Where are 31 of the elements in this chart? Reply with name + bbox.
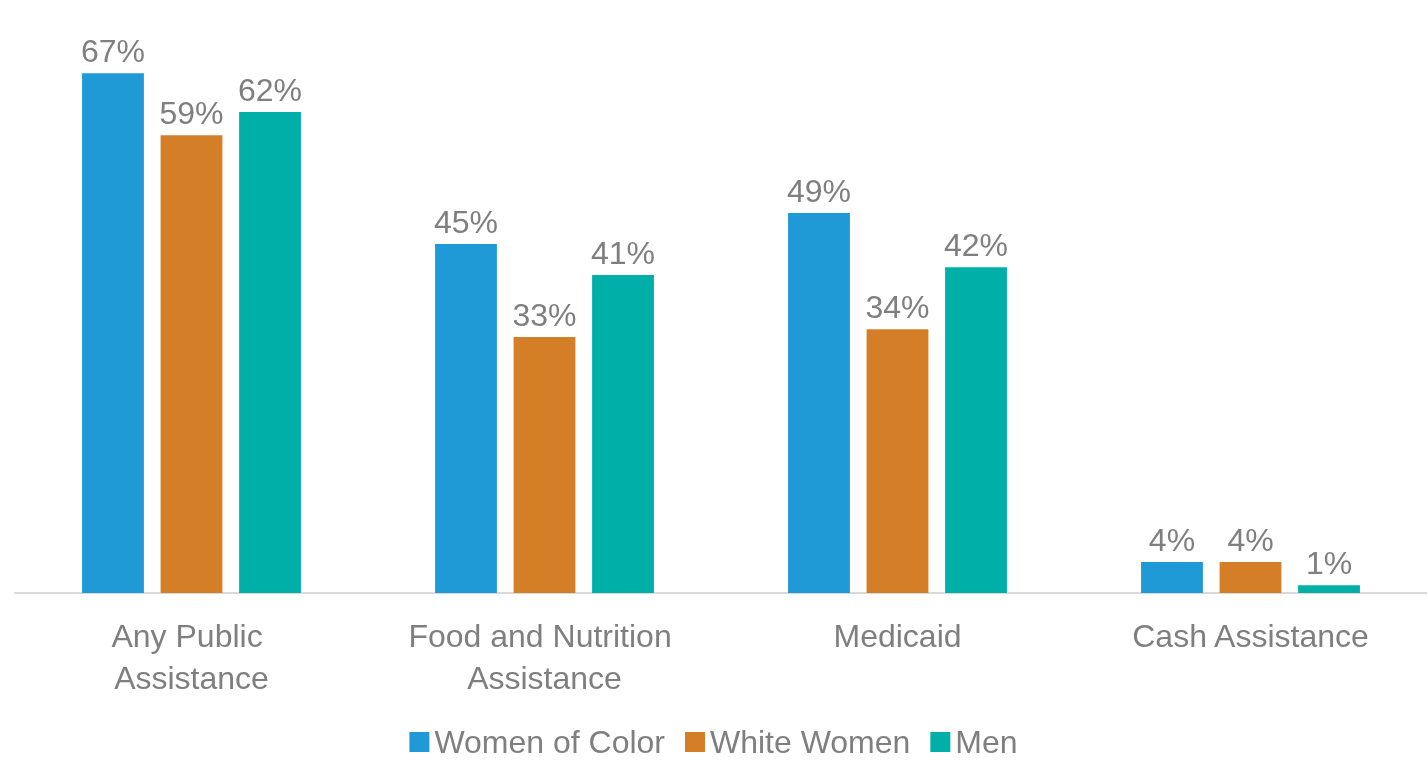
data-label: 33% <box>512 297 577 334</box>
x-tick-label: Food and Nutrition Assistance <box>408 618 681 696</box>
x-tick-label: Any Public Assistance <box>111 618 272 696</box>
bar <box>160 135 223 593</box>
bar <box>592 274 654 593</box>
bar <box>1219 561 1282 593</box>
data-label: 41% <box>590 234 656 271</box>
bar <box>1141 561 1203 593</box>
bar <box>945 267 1007 593</box>
data-label: 4% <box>1148 521 1196 558</box>
bar <box>239 112 301 593</box>
data-label: 1% <box>1305 545 1353 582</box>
bar <box>435 243 497 593</box>
data-label: 45% <box>433 203 499 240</box>
data-label: 59% <box>159 95 224 132</box>
bar <box>82 73 144 593</box>
bar <box>866 329 929 593</box>
data-label: 67% <box>80 33 146 70</box>
bar <box>513 337 576 593</box>
legend-label: Men <box>955 724 1018 760</box>
legend-label: Women of Color <box>434 724 666 760</box>
data-label: 62% <box>237 72 303 109</box>
legend-label: White Women <box>710 724 911 760</box>
data-label: 4% <box>1227 521 1274 558</box>
bar <box>788 212 850 593</box>
bar <box>1298 585 1360 593</box>
data-label: 49% <box>786 172 852 209</box>
x-tick-label: Cash Assistance <box>1132 618 1369 654</box>
x-tick-label: Medicaid <box>833 618 962 654</box>
data-label: 42% <box>943 227 1009 264</box>
data-label: 34% <box>865 289 930 326</box>
